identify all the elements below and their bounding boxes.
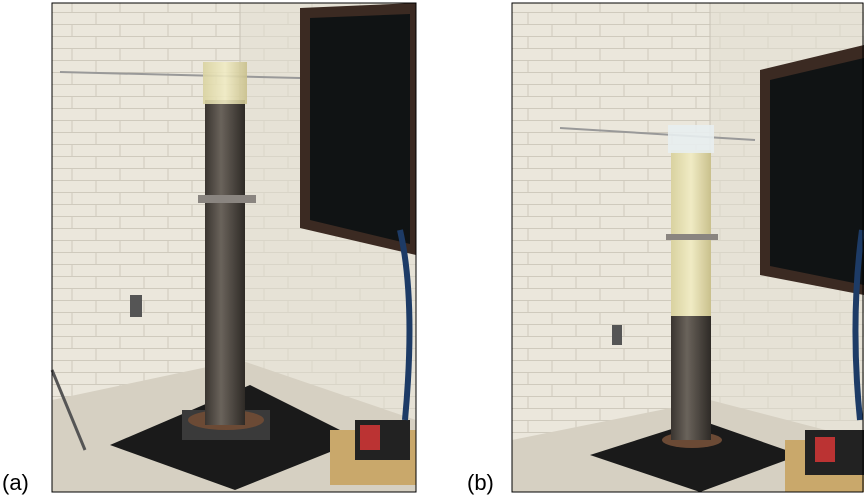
panel-label: (a) <box>2 470 29 495</box>
photo-frame <box>51 2 417 493</box>
photo-a <box>50 3 416 492</box>
panel-label: (b) <box>467 470 494 495</box>
photo-frame <box>511 2 864 493</box>
photo-b <box>512 3 864 492</box>
